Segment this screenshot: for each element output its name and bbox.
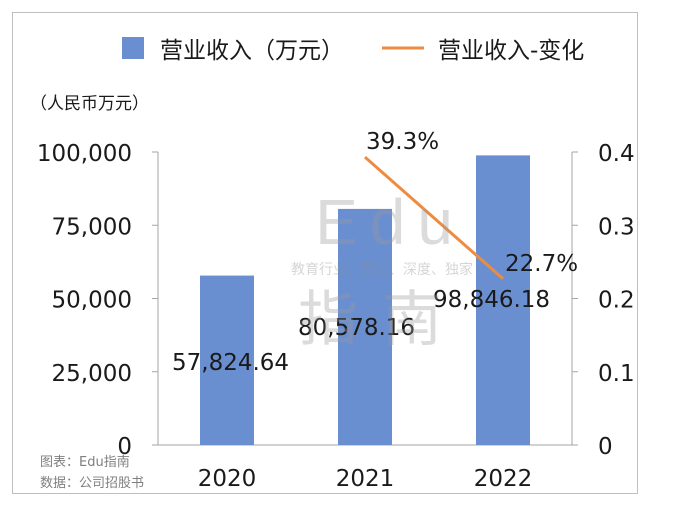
bar (476, 155, 530, 446)
bar-data-label: 80,578.16 (298, 315, 415, 341)
bar-data-label: 57,824.64 (172, 350, 289, 376)
x-tick-label: 2022 (474, 466, 533, 492)
y-right-tick-label: 0.4 (598, 141, 635, 167)
bar-data-label: 98,846.18 (433, 287, 550, 313)
plot-area: 0 25,000 50,000 75,000 100,000 0 0.1 0.2 0.3 0.4 2… (37, 129, 635, 492)
bar (338, 208, 392, 445)
legend-line-label: 营业收入-变化 (438, 38, 584, 64)
chart-frame (12, 12, 638, 494)
watermark: Edu 指南 教育行业，前沿、深度、独家 (291, 186, 473, 355)
line-data-label: 22.7% (505, 251, 578, 277)
y-right-tick-label: 0.3 (598, 214, 635, 240)
y-left-tick-label: 0 (117, 434, 132, 460)
line-series-path (364, 156, 504, 280)
watermark-tagline: 教育行业，前沿、深度、独家 (291, 261, 473, 278)
x-tick-label: 2020 (198, 466, 257, 492)
y-right-tick-label: 0.2 (598, 288, 635, 314)
x-tick-label: 2021 (336, 466, 395, 492)
y-left-tick-label: 50,000 (52, 288, 132, 314)
legend-bar-label: 营业收入（万元） (160, 38, 344, 64)
footer-chart-source: 图表：Edu指南 (40, 454, 130, 470)
legend-bar-swatch (122, 37, 144, 59)
watermark-brand-cn: 指南 (298, 285, 466, 355)
watermark-brand: Edu (315, 186, 465, 258)
y-axis-unit-label: （人民币万元） (30, 94, 149, 114)
footer-data-source: 数据：公司招股书 (40, 476, 144, 491)
y-right-tick-label: 0.1 (598, 361, 635, 387)
y-right-tick-label: 0 (598, 434, 613, 460)
y-left-tick-label: 25,000 (52, 361, 132, 387)
line-data-label: 39.3% (366, 129, 439, 155)
bar (200, 275, 254, 445)
y-left-tick-label: 75,000 (52, 214, 132, 240)
y-left-tick-label: 100,000 (37, 141, 132, 167)
